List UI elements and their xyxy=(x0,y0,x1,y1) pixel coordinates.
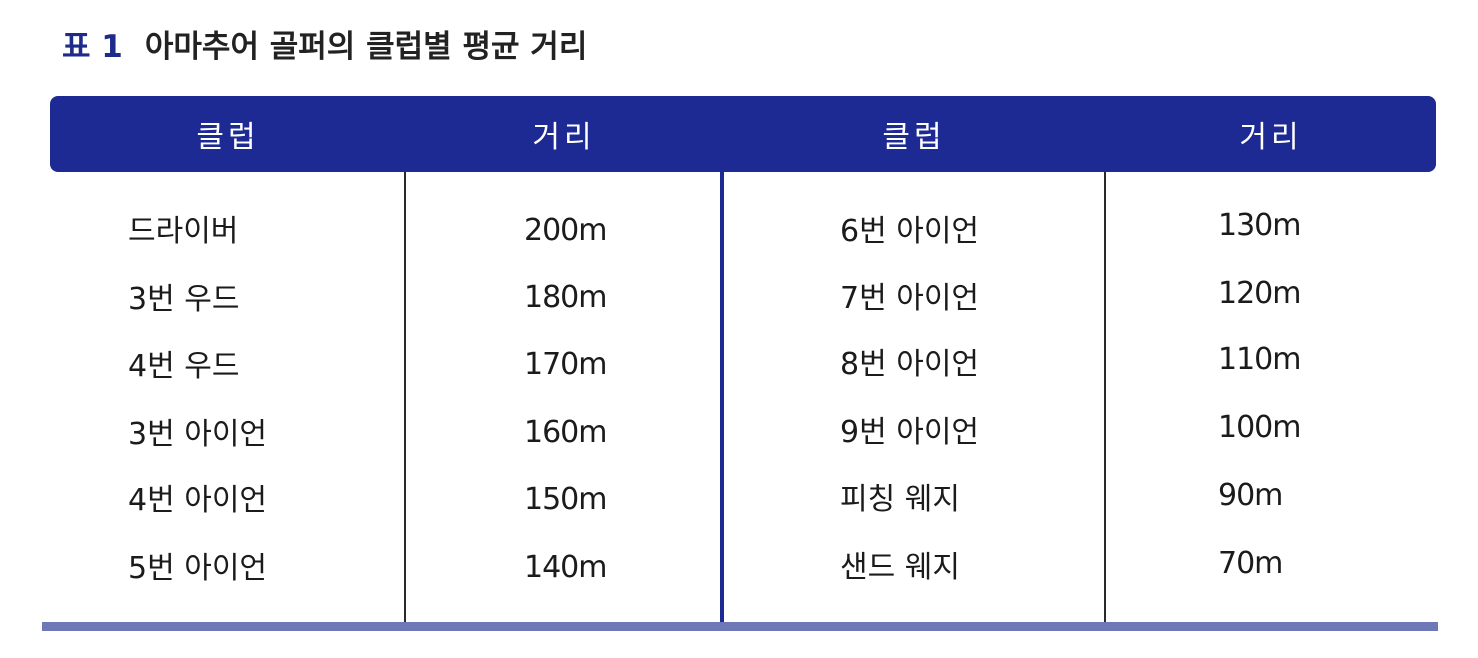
header-club-right: 클럽 xyxy=(882,120,946,155)
distance-cell: 140m xyxy=(524,549,607,585)
club-cell: 샌드 웨지 xyxy=(840,550,960,585)
club-cell: 3번 우드 xyxy=(128,282,240,317)
club-cell: 4번 아이언 xyxy=(128,483,268,518)
column-divider xyxy=(404,172,406,624)
column-divider xyxy=(1104,172,1106,624)
club-cell: 피칭 웨지 xyxy=(840,482,960,517)
distance-cell: 70m xyxy=(1218,545,1283,581)
distance-cell: 110m xyxy=(1218,341,1301,377)
distance-cell: 120m xyxy=(1218,275,1301,311)
table-caption: 표 1 아마추어 골퍼의 클럽별 평균 거리 xyxy=(62,18,587,68)
club-cell: 8번 아이언 xyxy=(840,347,980,382)
header-distance-right: 거리 xyxy=(1239,120,1303,155)
table-title: 아마추어 골퍼의 클럽별 평균 거리 xyxy=(144,28,588,65)
club-cell: 5번 아이언 xyxy=(128,551,268,586)
bottom-rule xyxy=(42,622,1438,631)
distance-cell: 150m xyxy=(524,481,607,517)
distance-cell: 130m xyxy=(1218,207,1301,243)
club-cell: 4번 우드 xyxy=(128,349,240,384)
header-club-left: 클럽 xyxy=(196,120,260,155)
center-divider xyxy=(720,172,724,624)
table-number: 표 1 xyxy=(62,28,123,65)
club-cell: 9번 아이언 xyxy=(840,415,980,450)
distance-cell: 180m xyxy=(524,279,607,315)
club-cell: 6번 아이언 xyxy=(840,214,980,249)
club-cell: 3번 아이언 xyxy=(128,417,268,452)
distance-cell: 100m xyxy=(1218,409,1301,445)
distance-cell: 170m xyxy=(524,346,607,382)
club-cell: 7번 아이언 xyxy=(840,281,980,316)
distance-cell: 90m xyxy=(1218,477,1283,513)
distance-cell: 160m xyxy=(524,414,607,450)
club-cell: 드라이버 xyxy=(128,214,239,249)
header-distance-left: 거리 xyxy=(532,120,596,155)
table-header: 클럽 거리 클럽 거리 xyxy=(50,96,1436,172)
distance-cell: 200m xyxy=(524,212,607,248)
